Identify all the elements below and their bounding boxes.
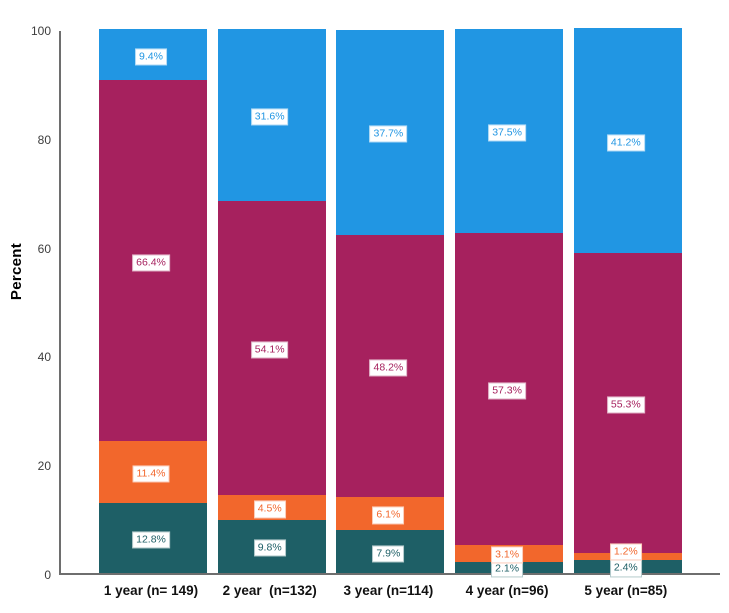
plot-area: 12.8% 11.4% 66.4% 9.4% 9.8% 4.5% 54.1% 31.6% 7.9…	[59, 28, 720, 578]
value-label: 31.6%	[250, 108, 289, 126]
value-label: 41.2%	[606, 133, 645, 152]
x-category-label: 4 year (n=96)	[465, 583, 549, 598]
y-tick-label: 100	[30, 24, 51, 38]
value-label: 12.8%	[132, 531, 170, 549]
value-label: 1.2%	[609, 543, 642, 561]
y-tick-label: 60	[37, 241, 51, 256]
value-label: 66.4%	[132, 254, 170, 272]
value-label: 57.3%	[488, 382, 526, 400]
value-label: 7.9%	[372, 544, 405, 563]
x-category-label: 5 year (n=85)	[584, 583, 668, 598]
value-label: 4.5%	[253, 500, 286, 518]
value-label: 11.4%	[132, 465, 170, 483]
value-label: 2.4%	[609, 559, 642, 578]
stacked-bar	[455, 29, 564, 573]
y-axis-title-container: Percent	[4, 31, 30, 511]
value-label: 48.2%	[369, 359, 408, 377]
stacked-bar	[99, 29, 207, 573]
value-label: 9.4%	[135, 48, 167, 66]
value-label: 37.5%	[488, 124, 526, 142]
value-label: 9.8%	[253, 539, 286, 557]
x-category-label: 2 year (n=132)	[222, 583, 317, 598]
value-label: 3.1%	[491, 546, 524, 564]
value-label: 37.7%	[369, 125, 408, 143]
stacked-bar	[336, 29, 445, 573]
x-category-label: 3 year (n=114)	[343, 583, 434, 598]
stacked-bar	[573, 28, 682, 573]
y-tick-label: 0	[44, 568, 51, 582]
y-tick-label: 80	[37, 132, 51, 147]
value-label: 55.3%	[606, 396, 645, 414]
x-category-label: 1 year (n= 149)	[103, 583, 199, 598]
y-tick-label: 20	[37, 459, 51, 474]
y-tick-label: 40	[37, 350, 51, 365]
value-label: 54.1%	[250, 341, 289, 359]
value-label: 6.1%	[372, 506, 405, 524]
